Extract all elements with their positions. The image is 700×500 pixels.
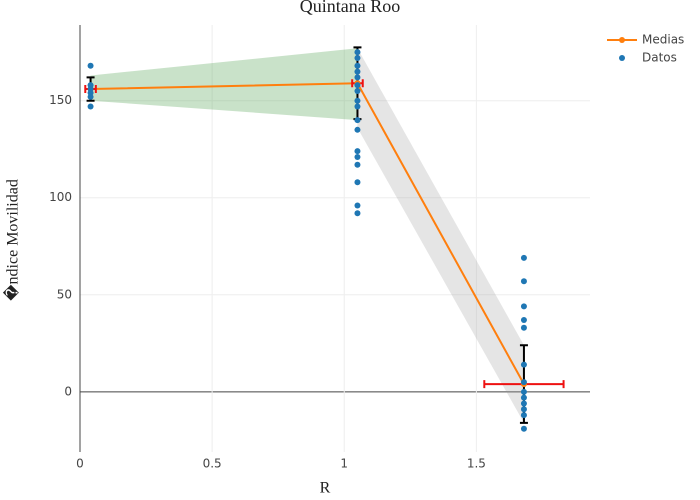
chart-title: Quintana Roo — [300, 0, 401, 16]
data-point — [354, 148, 361, 155]
data-point — [354, 49, 361, 56]
x-tick-label: 0 — [76, 457, 84, 471]
y-tick-label: 0 — [64, 384, 72, 398]
data-point — [87, 93, 94, 100]
data-point — [354, 54, 361, 61]
data-point — [87, 62, 94, 69]
y-axis-title: �ndice Movilidad — [3, 179, 22, 301]
data-point — [520, 278, 527, 285]
data-point — [354, 126, 361, 133]
legend-label: Medias — [642, 33, 684, 47]
data-point — [354, 210, 361, 217]
data-point — [354, 74, 361, 81]
data-point — [354, 202, 361, 209]
data-point — [520, 412, 527, 419]
data-point — [354, 117, 361, 124]
data-point — [354, 62, 361, 69]
data-point — [354, 82, 361, 89]
x-tick-label: 1 — [340, 457, 348, 471]
data-point — [520, 379, 527, 386]
data-point — [354, 179, 361, 186]
data-point — [520, 394, 527, 401]
data-point — [520, 400, 527, 407]
data-point — [87, 103, 94, 110]
data-point — [354, 161, 361, 168]
data-point — [354, 87, 361, 94]
data-point — [520, 254, 527, 261]
x-tick-label: 0.5 — [203, 457, 222, 471]
x-axis-title: R — [320, 480, 331, 497]
confidence-band — [90, 48, 358, 121]
legend-marker — [619, 37, 625, 43]
legend-label: Datos — [642, 51, 677, 65]
data-point — [354, 97, 361, 104]
legend-marker — [619, 55, 625, 61]
data-point — [520, 317, 527, 324]
data-point — [520, 324, 527, 331]
data-point — [520, 406, 527, 413]
y-tick-label: 50 — [57, 287, 72, 301]
data-point — [354, 103, 361, 110]
y-tick-label: 150 — [49, 93, 72, 107]
data-point — [354, 153, 361, 160]
y-tick-label: 100 — [49, 190, 72, 204]
x-tick-label: 1.5 — [467, 457, 486, 471]
data-point — [520, 425, 527, 432]
data-point — [520, 303, 527, 310]
data-point — [520, 361, 527, 368]
data-point — [520, 388, 527, 395]
data-point — [354, 68, 361, 75]
